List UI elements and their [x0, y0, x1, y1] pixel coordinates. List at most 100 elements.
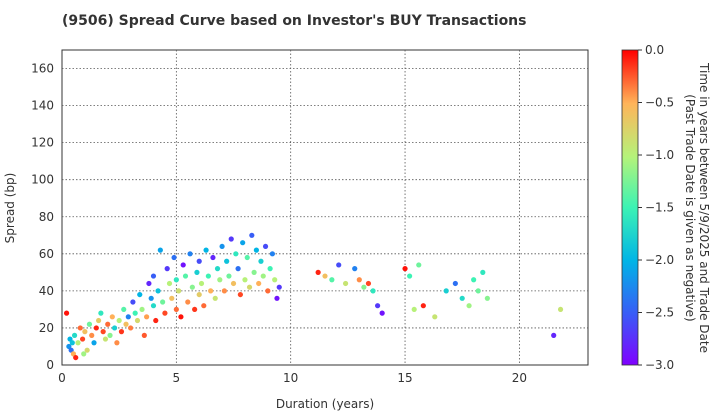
data-point [432, 314, 438, 320]
data-point [153, 317, 159, 324]
data-point [185, 299, 191, 305]
data-point [265, 288, 271, 294]
data-point [67, 336, 73, 342]
data-point [187, 251, 193, 257]
data-point [71, 332, 78, 338]
data-point [267, 266, 273, 272]
colorbar-tick-label: 0.0 [645, 43, 664, 57]
data-point [114, 340, 120, 346]
colorbar-tick-label: −3.0 [645, 358, 674, 372]
data-point [237, 291, 243, 298]
data-point [160, 299, 166, 305]
chart-title: (9506) Spread Curve based on Investor's … [62, 13, 526, 29]
data-point [219, 243, 225, 250]
data-point [260, 273, 266, 279]
data-point [205, 273, 211, 279]
data-point [89, 332, 95, 338]
plot-area [61, 49, 589, 366]
data-point [201, 303, 207, 309]
data-point [443, 288, 449, 294]
data-point [411, 306, 417, 313]
data-point [66, 343, 72, 350]
data-point [420, 303, 426, 309]
data-point [144, 314, 150, 320]
data-point [329, 277, 335, 283]
data-point [75, 340, 81, 346]
data-point [212, 295, 218, 301]
data-point [123, 321, 129, 327]
data-point [134, 317, 141, 324]
data-point [171, 254, 177, 261]
data-point [196, 291, 202, 298]
y-tick-label: 60 [39, 247, 54, 261]
x-ticks: 0 5 10 15 20 [58, 371, 527, 385]
y-axis-label: Spread (bp) [3, 173, 17, 244]
data-point [224, 258, 230, 264]
data-point [466, 303, 472, 309]
data-point [375, 303, 381, 309]
data-point [112, 325, 118, 331]
data-point [148, 295, 154, 301]
colorbar-label-line2: (Past Trade Date is given as negative) [683, 94, 697, 322]
data-point [128, 325, 134, 331]
data-point [315, 269, 321, 275]
data-point [214, 266, 221, 272]
data-point [203, 247, 209, 253]
data-point [189, 284, 195, 290]
x-tick-label: 5 [173, 371, 181, 385]
x-tick-label: 0 [58, 371, 66, 385]
data-point [86, 321, 93, 327]
data-point [169, 295, 175, 301]
data-point [98, 310, 104, 316]
data-point [116, 317, 122, 324]
data-point [235, 266, 241, 272]
data-point [69, 340, 75, 346]
x-axis-label: Duration (years) [276, 397, 374, 411]
data-point [365, 280, 372, 287]
data-point [100, 329, 106, 335]
data-point [166, 280, 173, 287]
data-point [125, 314, 131, 320]
data-point [551, 332, 557, 338]
data-point [336, 262, 342, 268]
colorbar-tick-label: −0.5 [645, 96, 674, 110]
data-point [407, 273, 413, 279]
data-point [370, 288, 376, 294]
data-point [95, 317, 102, 324]
data-point [258, 258, 264, 264]
data-point [173, 306, 179, 313]
data-point [244, 254, 250, 261]
data-point [63, 310, 70, 316]
data-point [118, 329, 125, 335]
y-ticks: 0 20 40 60 80 100 120 140 160 [31, 62, 54, 372]
data-point [157, 247, 163, 253]
data-point [475, 288, 481, 294]
data-point [130, 299, 136, 305]
data-point [269, 251, 275, 257]
data-point [452, 280, 458, 287]
data-point [557, 306, 564, 313]
data-point [249, 232, 255, 238]
data-point [230, 280, 237, 287]
data-point [226, 273, 232, 279]
data-point [242, 277, 248, 283]
data-point [79, 336, 86, 342]
data-point [322, 273, 328, 279]
colorbar [621, 49, 639, 366]
data-point [210, 254, 216, 261]
data-point [484, 295, 490, 301]
data-point [141, 332, 147, 338]
data-point [356, 277, 362, 283]
data-point [91, 340, 97, 346]
data-point [251, 269, 257, 275]
data-point [162, 310, 168, 316]
data-point [246, 284, 253, 290]
data-point [132, 310, 138, 316]
data-point [233, 251, 239, 257]
data-point [82, 329, 88, 335]
data-point [276, 284, 282, 290]
data-point [361, 284, 367, 290]
data-point [176, 288, 182, 294]
data-point [81, 351, 87, 357]
